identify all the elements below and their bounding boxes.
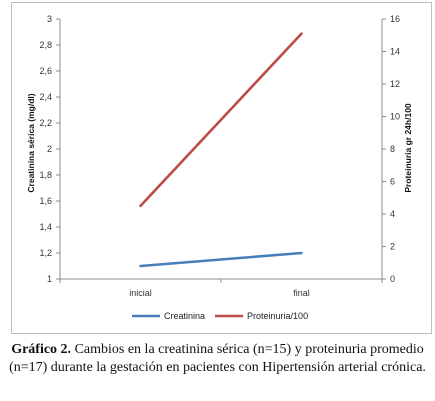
series-line-proteinuria-100: [139, 32, 303, 208]
left-tick-label: 1: [47, 274, 52, 284]
right-tick-label: 4: [390, 209, 395, 219]
right-tick-label: 12: [390, 79, 400, 89]
axes: [59, 19, 383, 280]
left-tick-label: 1,6: [39, 196, 52, 206]
legend: Creatinina Proteinuria/100: [132, 311, 308, 321]
left-tick-label: 1,2: [39, 248, 52, 258]
right-tick-label: 14: [390, 47, 400, 57]
chart-frame: 1 1,2 1,4 1,6 1,8 2 2,2 2,4 2,6 2,8 3 0 2 4 6 8 10 12 14 1…: [11, 2, 432, 334]
left-tick-label: 2,6: [39, 66, 52, 76]
left-tick-label: 1,4: [39, 222, 52, 232]
x-tick-label: final: [293, 288, 310, 298]
right-tick-label: 6: [390, 177, 395, 187]
legend-label-creatinina: Creatinina: [164, 311, 205, 321]
right-tick-label: 10: [390, 112, 400, 122]
caption-text: Cambios en la creatinina sérica (n=15) y…: [9, 342, 426, 375]
left-tick-label: 1,8: [39, 170, 52, 180]
right-tick-label: 16: [390, 14, 400, 24]
caption-label: Gráfico 2.: [11, 342, 72, 357]
left-axis-ticks: 1 1,2 1,4 1,6 1,8 2 2,2 2,4 2,6 2,8 3: [39, 14, 60, 284]
x-tick-label: inicial: [129, 288, 152, 298]
line-chart: 1 1,2 1,4 1,6 1,8 2 2,2 2,4 2,6 2,8 3 0 2 4 6 8 10 12 14 1…: [26, 14, 413, 321]
right-tick-label: 8: [390, 144, 395, 154]
left-axis-title: Creatinina sérica (mg/dl): [26, 93, 36, 192]
legend-label-proteinuria-100: Proteinuria/100: [247, 311, 308, 321]
right-tick-label: 0: [390, 274, 395, 284]
left-tick-label: 2,8: [39, 40, 52, 50]
right-axis-title: Proteinuria gr 24h/100: [403, 103, 413, 193]
left-tick-label: 2: [47, 144, 52, 154]
right-axis-ticks: 0 2 4 6 8 10 12 14 16: [382, 14, 400, 284]
series-line-creatinina: [139, 251, 303, 268]
left-tick-label: 2,2: [39, 118, 52, 128]
left-tick-label: 3: [47, 14, 52, 24]
series-lines: [139, 32, 303, 268]
x-axis-ticks: inicial final: [59, 279, 383, 298]
figure-caption: Gráfico 2. Cambios en la creatinina séri…: [0, 341, 435, 377]
right-tick-label: 2: [390, 242, 395, 252]
left-tick-label: 2,4: [39, 92, 52, 102]
